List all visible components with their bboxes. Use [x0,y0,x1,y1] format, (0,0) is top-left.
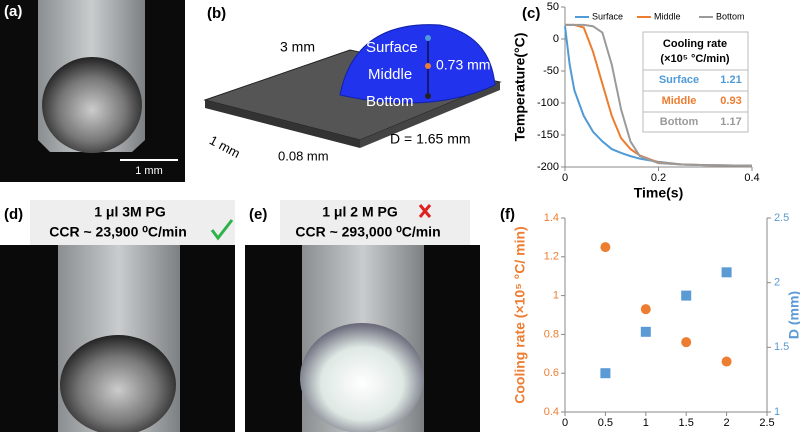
y-tick-label: 50 [547,1,559,13]
point [640,326,651,337]
table-row-label: Surface [659,74,699,86]
x-axis-title: Droplet volume (μL) [600,430,732,432]
x-tick-label: 2 [724,417,730,429]
panel-label: (c) [522,5,540,22]
caption: 1 μl 2 M PG [322,204,398,220]
panel-label: (a) [4,3,22,20]
legend-label: Bottom [716,11,745,21]
table-subtitle: (×10⁵ °C/min) [660,53,730,65]
caption-box [280,200,470,245]
legend-label: Surface [592,11,623,21]
x-tick-label: 0.5 [598,417,613,429]
panel-label: (b) [207,5,226,22]
x-tick-label: 2.5 [759,417,774,429]
point [425,93,431,99]
y-axis-title: Temperature(°C) [512,33,528,142]
droplet-model [339,24,496,104]
label: 0.08 mm [278,148,329,163]
check-icon [210,219,234,241]
y-tick-label: 0.8 [544,328,559,340]
label: 0.73 mm [436,57,490,73]
table-row-label: Bottom [660,116,699,128]
panel-label: (e) [249,206,267,223]
label: 1 mm [207,132,243,161]
y2-tick-label: 2.5 [774,212,789,224]
point [425,35,431,41]
droplet [42,57,142,153]
table-value: 1.17 [720,116,741,128]
y2-tick-label: 2 [774,277,780,289]
point [600,368,611,379]
point [681,290,692,301]
point [425,63,431,69]
scale-label: 1 mm [135,165,163,177]
x-tick-label: 0.2 [651,172,666,184]
label: Bottom [366,93,414,110]
inset-table [642,31,749,133]
y2-axis-title: D (mm) [786,291,800,339]
table-value: 1.21 [720,74,741,86]
y-tick-label: 0.4 [544,406,559,418]
point [681,337,692,348]
y-tick-label: -200 [537,161,559,173]
label: Middle [368,66,412,83]
y-tick-label: 1.4 [544,212,559,224]
table-title: Cooling rate [663,38,727,50]
y2-tick-label: 1.5 [774,341,789,353]
caption: CCR ~ 293,000 ⁰C/min [295,224,440,240]
y-axis-title: Cooling rate (×10⁵ °C/ min) [512,226,528,403]
line [565,23,753,167]
y-tick-label: -150 [537,129,559,141]
y-tick-label: 0 [553,33,559,45]
caption: 1 μl 3M PG [94,204,166,220]
panel-label: (d) [4,206,23,223]
x-tick-label: 0 [562,417,568,429]
droplet [300,323,424,432]
y-tick-label: 1 [553,290,559,302]
panel-label: (f) [500,206,515,223]
x-tick-label: 0.4 [744,172,759,184]
x-tick-label: 0 [562,172,568,184]
y-tick-label: -50 [543,65,559,77]
x-tick-label: 1.5 [679,417,694,429]
point [600,242,611,253]
substrate-side [205,100,360,148]
x-tick-label: 1 [643,417,649,429]
cross-icon [418,204,432,218]
point [640,304,651,315]
y-tick-label: 0.6 [544,367,559,379]
substrate-side [360,82,500,148]
x-axis-title: Time(s) [634,185,684,201]
y2-tick-label: 1 [774,406,780,418]
caption-box [30,200,235,245]
y-tick-label: 1.2 [544,251,559,263]
droplet [60,335,176,432]
y-tick-label: -100 [537,97,559,109]
point [721,267,732,278]
point [721,356,732,367]
caption: CCR ~ 23,900 ⁰C/min [49,224,187,240]
label: Surface [366,39,418,56]
table-row-label: Middle [662,95,697,107]
label: D = 1.65 mm [390,131,471,147]
table-value: 0.93 [720,95,741,107]
label: 3 mm [280,39,315,55]
legend-label: Middle [654,11,681,21]
